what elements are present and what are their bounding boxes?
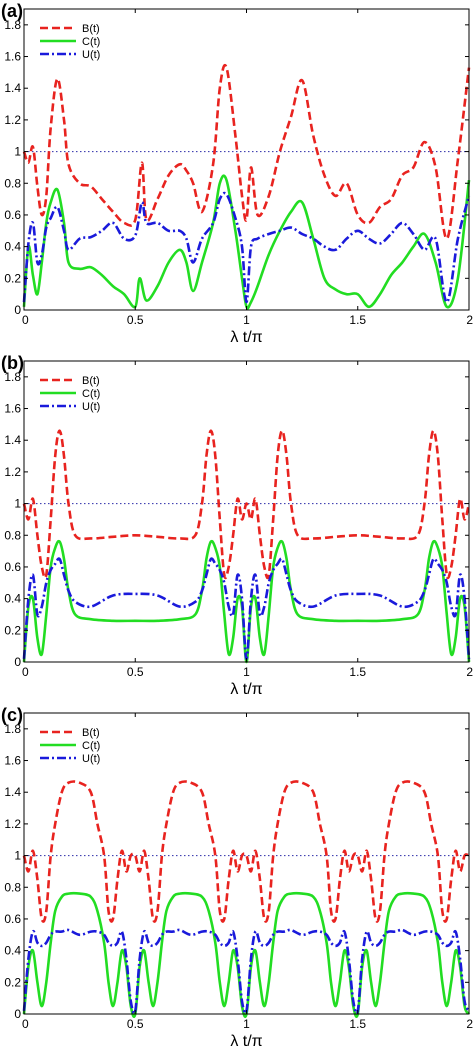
y-tick-label: 0 <box>14 1007 21 1021</box>
series-line-ut <box>22 928 471 1015</box>
y-tick-label: 1 <box>14 849 21 863</box>
y-tick-label: 1.2 <box>4 113 21 127</box>
y-tick-label: 1.2 <box>4 817 21 831</box>
y-tick-label: 1.2 <box>4 465 21 479</box>
legend-label: U(t) <box>82 753 100 765</box>
y-tick-label: 0.2 <box>4 975 21 989</box>
chart-panel-1: 0 0.2 0.4 0.6 0.8 1 1.2 1.4 1.6 1.8 0 0.5 1 1.5 2 λ t/π… <box>1 1 473 346</box>
chart-panel-3: 0 0.2 0.4 0.6 0.8 1 1.2 1.4 1.6 1.8 0 0.5 1 1.5 2 λ t/π… <box>1 705 473 1050</box>
legend-label: C(t) <box>82 388 100 400</box>
legend-label: C(t) <box>82 36 100 48</box>
y-tick-label: 1.6 <box>4 50 21 64</box>
series-line-bt <box>22 429 471 580</box>
x-tick-label: 1.5 <box>349 665 366 679</box>
series-line-ct <box>22 891 471 1018</box>
y-tick-label: 0.6 <box>4 560 21 574</box>
y-tick-label: 0 <box>14 303 21 317</box>
x-tick-label: 2 <box>466 665 473 679</box>
series-line-ut <box>22 191 471 304</box>
y-tick-label: 1.4 <box>4 785 21 799</box>
x-axis-label: λ t/π <box>230 681 262 698</box>
series-line-ct <box>22 174 471 310</box>
x-tick-label: 0.5 <box>127 1017 144 1031</box>
x-tick-label: 0.5 <box>127 313 144 327</box>
series-line-ct <box>22 539 471 664</box>
legend-label: B(t) <box>82 727 100 739</box>
series-line-ut <box>22 557 471 661</box>
y-tick-label: 0.6 <box>4 208 21 222</box>
x-tick-label: 0 <box>22 313 29 327</box>
panel-label: (a) <box>1 1 23 21</box>
y-tick-label: 1.8 <box>4 18 21 32</box>
y-tick-label: 0.4 <box>4 592 21 606</box>
y-tick-label: 1.6 <box>4 754 21 768</box>
legend-label: U(t) <box>82 49 100 61</box>
y-tick-label: 1.8 <box>4 370 21 384</box>
y-tick-label: 0.6 <box>4 912 21 926</box>
x-axis-label: λ t/π <box>230 329 262 346</box>
x-tick-label: 2 <box>466 1017 473 1031</box>
x-tick-label: 2 <box>466 313 473 327</box>
panel-label: (c) <box>1 705 23 725</box>
y-tick-label: 0.8 <box>4 528 21 542</box>
y-tick-label: 0 <box>14 655 21 669</box>
y-tick-label: 1.4 <box>4 81 21 95</box>
x-tick-label: 1 <box>243 665 250 679</box>
panel-label: (b) <box>1 353 24 373</box>
x-tick-label: 0 <box>22 1017 29 1031</box>
chart-panel-2: 0 0.2 0.4 0.6 0.8 1 1.2 1.4 1.6 1.8 0 0.5 1 1.5 2 λ t/π… <box>1 353 473 698</box>
legend-label: B(t) <box>82 23 100 35</box>
y-tick-label: 0.4 <box>4 944 21 958</box>
y-tick-label: 0.2 <box>4 623 21 637</box>
x-tick-label: 1 <box>243 1017 250 1031</box>
x-tick-label: 1.5 <box>349 1017 366 1031</box>
series-line-bt <box>22 780 470 923</box>
x-tick-label: 1 <box>243 313 250 327</box>
legend-label: U(t) <box>82 401 100 413</box>
x-axis-label: λ t/π <box>230 1033 262 1050</box>
y-tick-label: 1 <box>14 497 21 511</box>
y-tick-label: 0.8 <box>4 176 21 190</box>
y-tick-label: 1.6 <box>4 402 21 416</box>
y-tick-label: 0.8 <box>4 880 21 894</box>
legend-label: C(t) <box>82 740 100 752</box>
x-tick-label: 0 <box>22 665 29 679</box>
y-tick-label: 1.4 <box>4 433 21 447</box>
y-tick-label: 0.4 <box>4 240 21 254</box>
x-tick-label: 0.5 <box>127 665 144 679</box>
legend-label: B(t) <box>82 375 100 387</box>
series-line-bt <box>22 63 471 241</box>
y-tick-label: 1 <box>14 145 21 159</box>
y-tick-label: 1.8 <box>4 722 21 736</box>
y-tick-label: 0.2 <box>4 271 21 285</box>
x-tick-label: 1.5 <box>349 313 366 327</box>
